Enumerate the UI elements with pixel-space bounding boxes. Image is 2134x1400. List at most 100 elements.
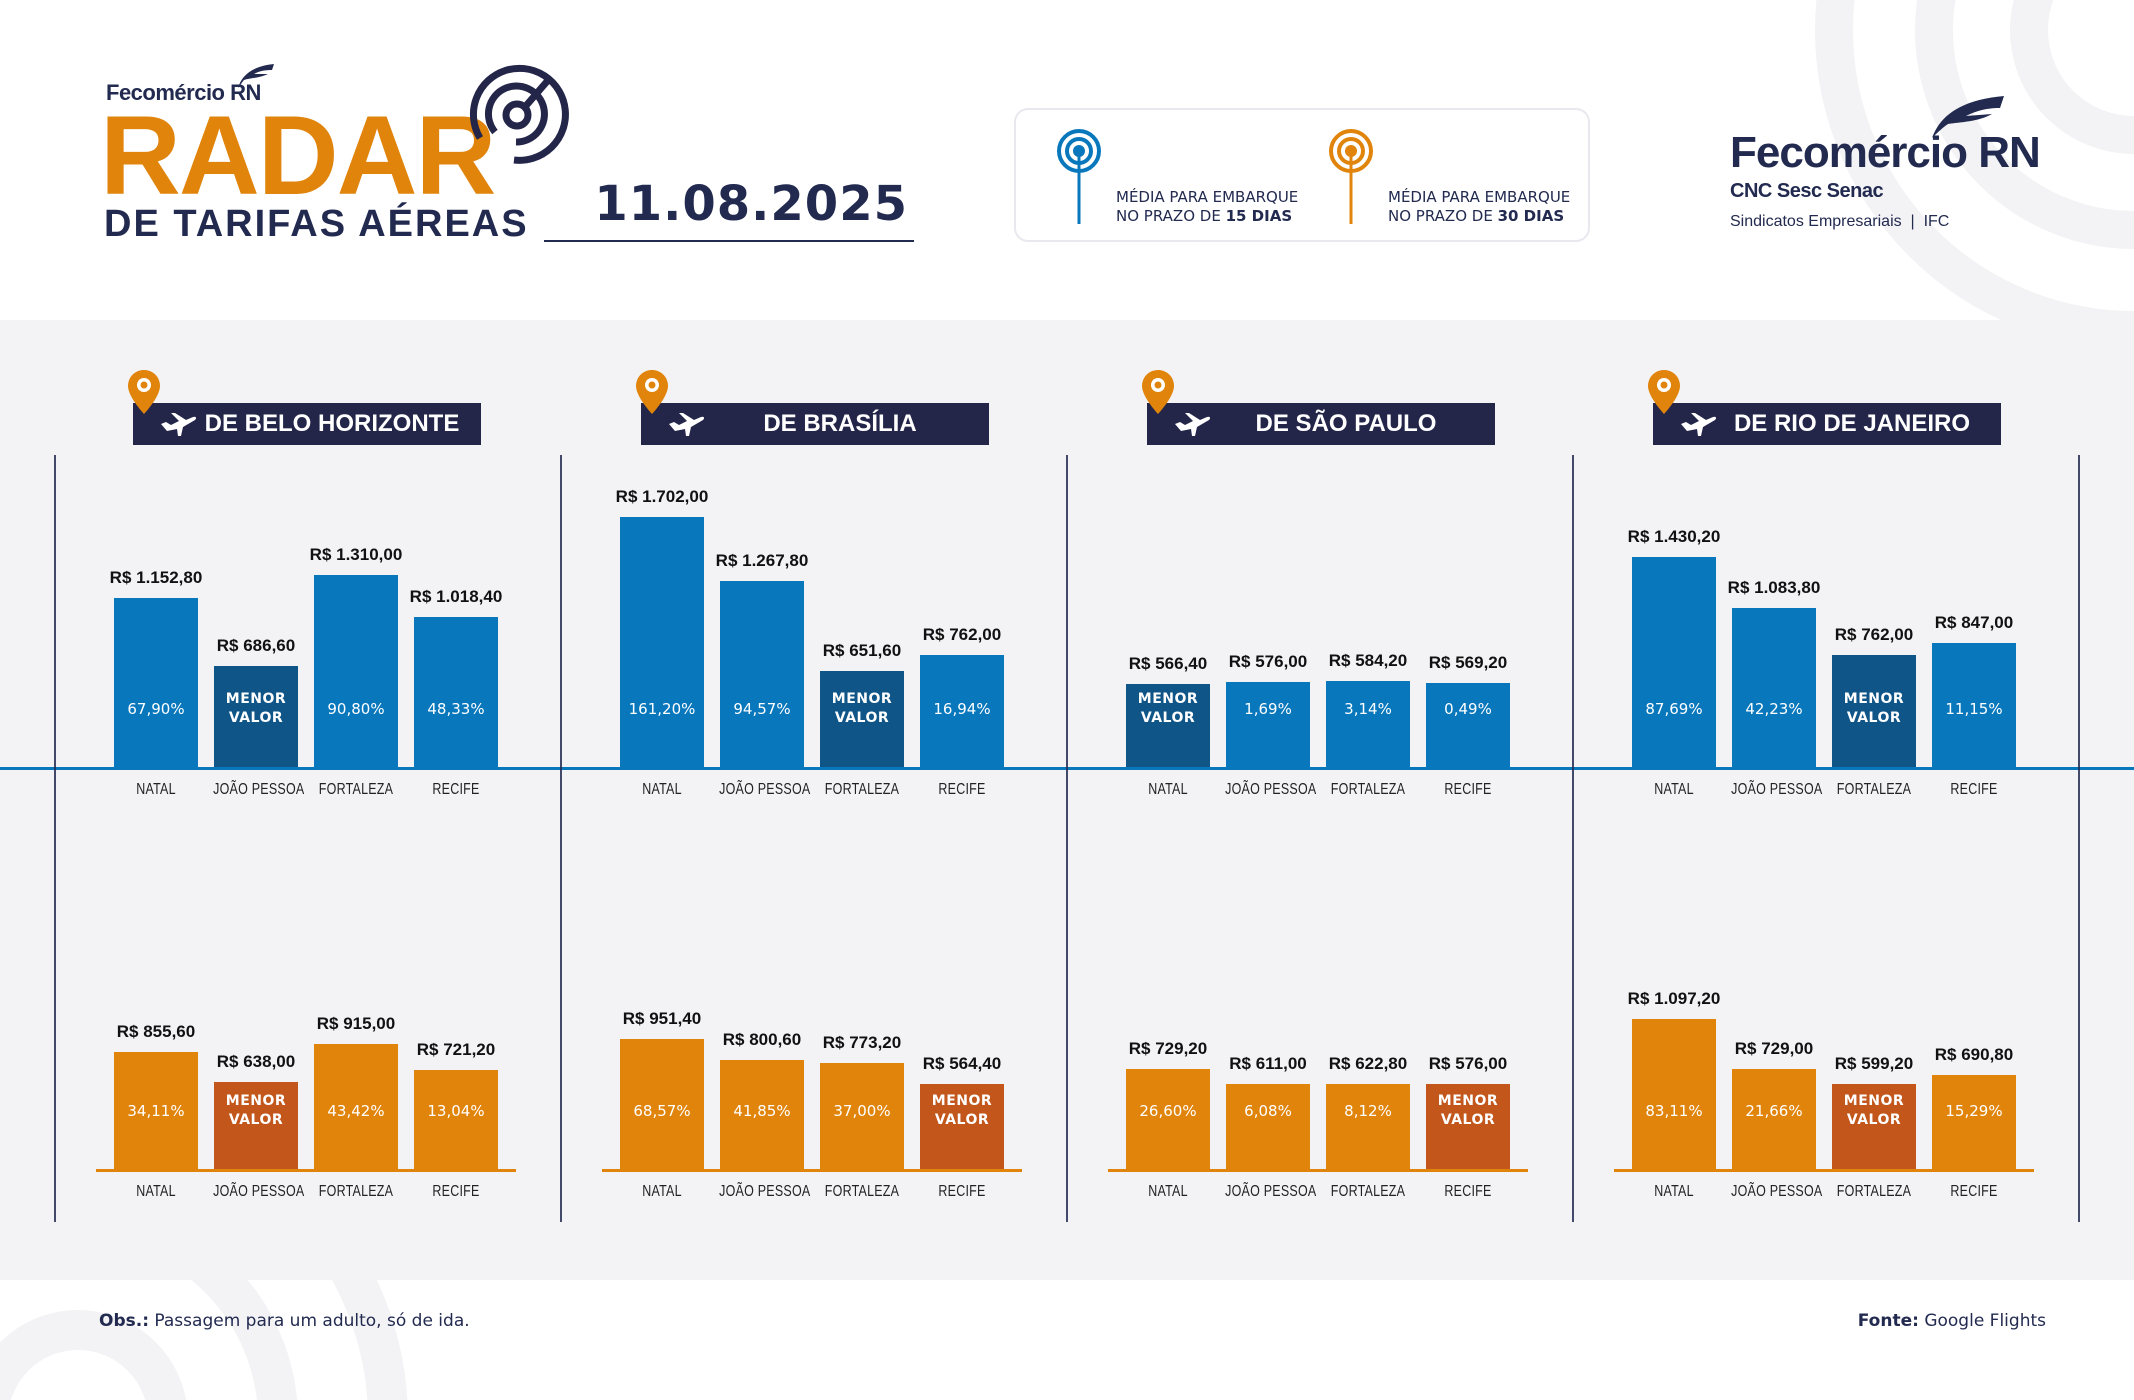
price-label: R$ 721,20 (416, 1040, 496, 1059)
price-label: R$ 729,20 (1128, 1039, 1208, 1058)
percent-label: 161,20% (628, 700, 696, 718)
chart-15-days: 87,69% R$ 1.430,20 NATAL 42,23% R$ 1.083,80 J… (1572, 320, 2078, 1280)
price-label: R$ 1.267,80 (715, 551, 809, 570)
category-label: FORTALEZA (824, 1183, 900, 1200)
bar: 1,69% (1226, 682, 1310, 767)
bar: 8,12% (1326, 1084, 1410, 1169)
section-title: DE SÃO PAULO (1255, 410, 1437, 437)
route-column: DE BELO HORIZONTE 67,90% R$ 1.152,80 NATAL M… (54, 320, 560, 1280)
column-divider (1572, 455, 1574, 1222)
price-label: R$ 686,60 (216, 636, 296, 655)
radar-antenna-icon (1057, 129, 1101, 224)
percent-label: 26,60% (1139, 1102, 1197, 1120)
category-label: NATAL (642, 1183, 682, 1200)
price-label: R$ 762,00 (922, 625, 1002, 644)
lowest-value-label: MENOR VALOR (225, 691, 287, 726)
bar: 90,80% (314, 575, 398, 767)
chart-30-days: 83,11% R$ 1.097,20 NATAL 21,66% R$ 729,00 JOÃ… (1572, 320, 2078, 1280)
report-date: 11.08.2025 (594, 176, 908, 232)
chart-30-days: 34,11% R$ 855,60 NATAL MENOR VALOR R$ 638,00 J… (54, 320, 560, 1280)
price-label: R$ 1.152,80 (109, 568, 203, 587)
bar: MENOR VALOR (214, 666, 298, 767)
bar: 11,15% (1932, 643, 2016, 767)
price-label: R$ 569,20 (1428, 653, 1508, 672)
bar: 21,66% (1732, 1069, 1816, 1169)
section-header: DE RIO DE JANEIRO (1648, 370, 2001, 445)
percent-label: 48,33% (427, 700, 485, 718)
bar: MENOR VALOR (1832, 1084, 1916, 1169)
lowest-value-label: MENOR VALOR (225, 1093, 287, 1128)
category-label: FORTALEZA (1836, 781, 1912, 798)
price-label: R$ 599,20 (1834, 1054, 1914, 1073)
legend-item-30-days: MÉDIA PARA EMBARQUE NO PRAZO DE 30 DIAS (1308, 128, 1578, 228)
column-divider (54, 455, 56, 1222)
percent-label: 41,85% (733, 1102, 791, 1120)
category-label: NATAL (642, 781, 682, 798)
lowest-value-label: MENOR VALOR (1843, 691, 1905, 726)
price-label: R$ 1.430,20 (1627, 527, 1721, 546)
airplane-icon (1175, 413, 1211, 436)
section-title: DE BELO HORIZONTE (204, 410, 460, 437)
footer-source: Fonte: Google Flights (1857, 1311, 2046, 1331)
date-underline (544, 240, 914, 242)
header: Fecomércio RN RADAR DE TARIFAS AÉREAS 11… (0, 0, 2134, 320)
bar: 67,90% (114, 598, 198, 767)
lowest-value-label: MENOR VALOR (831, 691, 893, 726)
price-label: R$ 729,00 (1734, 1039, 1814, 1058)
fecomercio-logo-small: Fecomércio RN (106, 64, 274, 106)
category-label: JOÃO PESSOA (719, 1183, 811, 1200)
price-label: R$ 566,40 (1128, 654, 1208, 673)
category-label: NATAL (1148, 781, 1188, 798)
price-label: R$ 951,40 (622, 1009, 702, 1028)
chart-30-days: 68,57% R$ 951,40 NATAL 41,85% R$ 800,60 JOÃO … (560, 320, 1066, 1280)
wing-icon (1932, 96, 2004, 138)
price-label: R$ 800,60 (722, 1030, 802, 1049)
section-header: DE BRASÍLIA (636, 370, 989, 445)
category-label: JOÃO PESSOA (213, 781, 305, 798)
chart-15-days: 161,20% R$ 1.702,00 NATAL 94,57% R$ 1.267,80… (560, 320, 1066, 1280)
section-title: DE RIO DE JANEIRO (1733, 410, 1971, 437)
bar: 0,49% (1426, 683, 1510, 767)
percent-label: 37,00% (833, 1102, 891, 1120)
charts-panel: DE BELO HORIZONTE 67,90% R$ 1.152,80 NATAL M… (0, 320, 2134, 1280)
category-label: FORTALEZA (318, 1183, 394, 1200)
price-label: R$ 762,00 (1834, 625, 1914, 644)
price-label: R$ 690,80 (1934, 1045, 2014, 1064)
price-label: R$ 651,60 (822, 641, 902, 660)
bar: 83,11% (1632, 1019, 1716, 1169)
percent-label: 13,04% (427, 1102, 485, 1120)
bar: MENOR VALOR (1426, 1084, 1510, 1169)
percent-label: 0,49% (1444, 700, 1492, 718)
radar-icon (470, 64, 569, 164)
footer-note: Obs.: Passagem para um adulto, só de ida… (99, 1311, 470, 1331)
category-label: RECIFE (938, 781, 986, 798)
percent-label: 11,15% (1945, 700, 2003, 718)
price-label: R$ 773,20 (822, 1033, 902, 1052)
column-divider (1066, 455, 1068, 1222)
airplane-icon (161, 413, 197, 436)
percent-label: 87,69% (1645, 700, 1703, 718)
category-label: FORTALEZA (318, 781, 394, 798)
percent-label: 21,66% (1745, 1102, 1803, 1120)
category-label: FORTALEZA (1836, 1183, 1912, 1200)
baseline-30-days (1614, 1169, 2034, 1172)
section-header: DE BELO HORIZONTE (128, 370, 481, 445)
category-label: NATAL (136, 781, 176, 798)
bar: 26,60% (1126, 1069, 1210, 1169)
route-column: DE SÃO PAULO MENOR VALOR R$ 566,40 NATAL 1,69… (1066, 320, 1572, 1280)
category-label: NATAL (136, 1183, 176, 1200)
category-label: JOÃO PESSOA (1731, 781, 1823, 798)
percent-label: 42,23% (1745, 700, 1803, 718)
column-divider (2078, 455, 2080, 1222)
bar: 41,85% (720, 1060, 804, 1169)
bar: 48,33% (414, 617, 498, 767)
percent-label: 43,42% (327, 1102, 385, 1120)
percent-label: 90,80% (327, 700, 385, 718)
chart-30-days: 26,60% R$ 729,20 NATAL 6,08% R$ 611,00 JOÃO P… (1066, 320, 1572, 1280)
location-pin-icon (1648, 370, 1680, 414)
price-label: R$ 576,00 (1428, 1054, 1508, 1073)
category-label: JOÃO PESSOA (213, 1183, 305, 1200)
category-label: RECIFE (1950, 781, 1998, 798)
percent-label: 15,29% (1945, 1102, 2003, 1120)
category-label: FORTALEZA (824, 781, 900, 798)
